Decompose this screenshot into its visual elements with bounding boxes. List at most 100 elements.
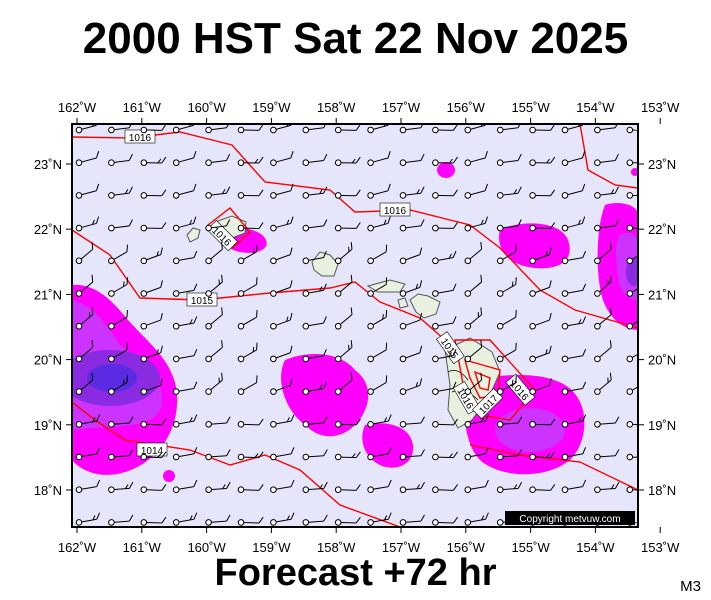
wind-barb [75, 151, 100, 166]
wind-barb [302, 283, 327, 297]
wind-barb [172, 316, 198, 330]
forecast-label: Forecast +72 hr [214, 552, 497, 594]
wind-barb [237, 222, 264, 232]
wind-barb [626, 159, 638, 166]
wind-barb [302, 449, 328, 461]
wind-barb [399, 280, 423, 297]
wind-barb [140, 312, 163, 330]
wind-barb [367, 342, 388, 363]
wind-barb [367, 512, 392, 526]
wind-barb [496, 219, 522, 232]
wind-barb [399, 481, 425, 494]
wind-barb [237, 342, 258, 363]
map-axes: 162˚W 162˚W 161˚W 161˚W 160˚W 160˚W 159˚W 159˚W… [34, 100, 680, 555]
lat-label: 18˚N [648, 483, 676, 498]
wind-barb [594, 186, 619, 199]
wind-barb [270, 512, 295, 526]
lon-label: 159˚W [252, 100, 291, 115]
isobar-label: 1016 [384, 206, 407, 217]
wind-barb [399, 416, 425, 428]
wind-barb [529, 222, 556, 232]
wind-barb [334, 451, 361, 461]
wind-barb [172, 348, 198, 363]
lon-label: 156˚W [447, 100, 486, 115]
wind-barb [367, 309, 388, 330]
wind-barb [496, 153, 522, 166]
wind-barb [529, 484, 556, 494]
wind-barb [108, 375, 128, 395]
wind-barb [496, 277, 517, 297]
wind-barb [140, 280, 163, 297]
wind-barb [108, 514, 134, 526]
wind-barb [464, 512, 489, 526]
wind-barb [205, 340, 223, 363]
wind-barb [367, 447, 392, 461]
wind-barb [626, 251, 638, 265]
wind-barb [464, 479, 489, 494]
wind-barb [75, 512, 101, 526]
wind-barb [464, 414, 489, 428]
wind-barb [529, 247, 552, 265]
wind-barb [75, 414, 101, 428]
wind-barb [205, 307, 223, 330]
wind-barb [496, 416, 523, 428]
wind-barb [302, 124, 328, 134]
wind-barb [626, 192, 638, 199]
wind-barb [205, 372, 223, 395]
map-title: 2000 HST Sat 22 Nov 2025 [82, 14, 629, 63]
wind-barb [464, 274, 483, 297]
wind-barb [140, 124, 167, 134]
wind-barb [108, 416, 134, 428]
wind-barb [334, 124, 361, 134]
lon-label: 162˚W [58, 540, 97, 555]
wind-barb [172, 151, 197, 166]
wind-barb [594, 307, 612, 330]
wind-barb [399, 186, 425, 199]
wind-barb [626, 349, 638, 363]
island-maui [409, 293, 441, 319]
wind-barb [75, 242, 94, 265]
wind-barb [529, 280, 552, 297]
wind-barb [140, 484, 167, 494]
wind-barb [270, 479, 295, 494]
lon-label: 155˚W [511, 540, 550, 555]
wind-barb [140, 247, 163, 265]
wind-barb [561, 447, 587, 461]
lon-label: 158˚W [317, 100, 356, 115]
island-lanai [397, 297, 409, 309]
wind-barb [334, 274, 353, 297]
island-oahu [311, 251, 339, 277]
wind-barb [561, 151, 586, 166]
wind-barb [367, 216, 391, 232]
wind-barb [399, 345, 423, 363]
wind-barb [172, 183, 197, 199]
lat-label: 20˚N [648, 353, 676, 368]
wind-barb [108, 153, 133, 166]
wind-barb [205, 416, 231, 428]
wind-barb [529, 189, 556, 199]
wind-barb [75, 274, 94, 297]
lon-label: 155˚W [511, 100, 550, 115]
copyright-text: Copyright metvuw.com [519, 514, 620, 525]
wind-barb [464, 242, 483, 265]
wind-barb [205, 219, 231, 232]
map-frame [71, 123, 639, 528]
wind-barb [594, 416, 620, 428]
wind-barb [594, 153, 619, 166]
wind-barb [626, 486, 638, 494]
wind-barb [140, 378, 163, 395]
wind-barb [172, 414, 198, 428]
lon-label: 153˚W [641, 540, 680, 555]
wind-barb [367, 479, 392, 494]
wind-barb [464, 183, 488, 199]
wind-barb [561, 381, 587, 395]
lat-label: 22˚N [648, 222, 676, 237]
wind-barb [561, 348, 587, 363]
wind-barb [205, 153, 231, 166]
wind-barb [529, 451, 556, 461]
lon-label: 156˚W [447, 540, 486, 555]
wind-barb [496, 449, 523, 461]
wind-barb [432, 484, 459, 494]
wind-barb [561, 250, 587, 265]
